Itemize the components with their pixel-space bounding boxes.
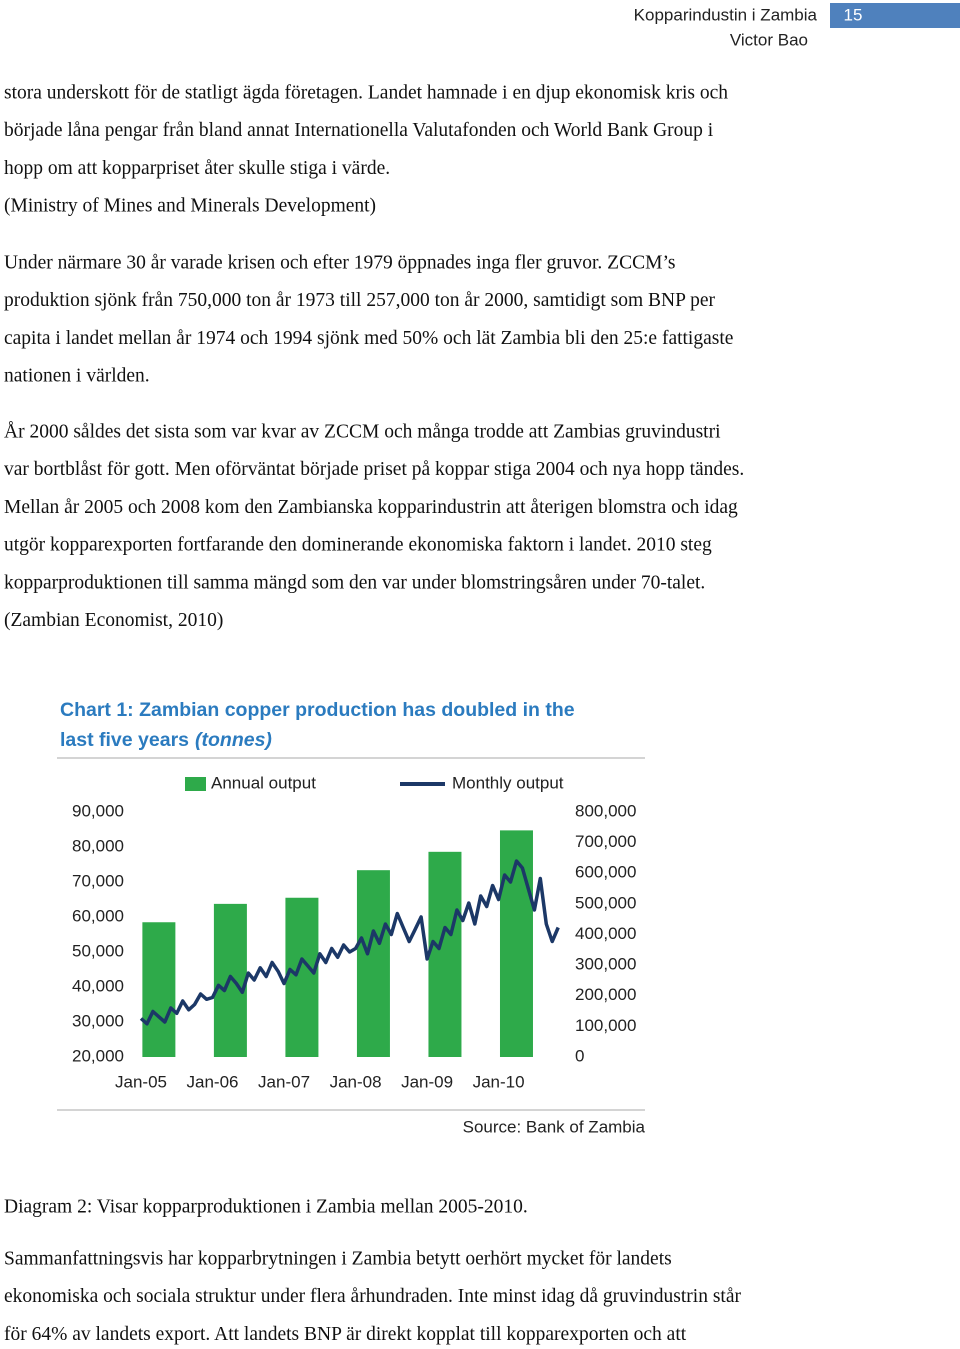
y-tick-label: 800,000 bbox=[575, 801, 636, 820]
page-number: 15 bbox=[844, 5, 863, 24]
y-tick-label: 30,000 bbox=[72, 1011, 124, 1030]
y-tick-label: 500,000 bbox=[575, 893, 636, 912]
page-number-box bbox=[830, 3, 960, 28]
y-tick-label: 200,000 bbox=[575, 985, 636, 1004]
y-tick-label: 700,000 bbox=[575, 832, 636, 851]
paragraph-line: Under närmare 30 år varade krisen och ef… bbox=[4, 252, 675, 273]
chart-title: Chart 1: Zambian copper production has d… bbox=[60, 699, 575, 721]
bar bbox=[428, 851, 462, 1057]
legend-swatch bbox=[185, 777, 206, 791]
y-tick-label: 80,000 bbox=[72, 836, 124, 855]
x-tick-label: Jan-06 bbox=[187, 1072, 239, 1091]
y-tick-label: 0 bbox=[575, 1046, 584, 1065]
y-tick-label: 50,000 bbox=[72, 941, 124, 960]
y-tick-label: 20,000 bbox=[72, 1046, 124, 1065]
paragraph-line: hopp om att kopparpriset åter skulle sti… bbox=[4, 158, 390, 179]
paragraph-line: ekonomiska och sociala struktur under fl… bbox=[4, 1286, 742, 1307]
paragraph-line: stora underskott för de statligt ägda fö… bbox=[4, 82, 728, 103]
legend-label: Monthly output bbox=[452, 773, 564, 792]
y-tick-label: 100,000 bbox=[575, 1016, 636, 1035]
x-tick-label: Jan-09 bbox=[401, 1072, 453, 1091]
y-tick-label: 40,000 bbox=[72, 976, 124, 995]
x-tick-label: Jan-05 bbox=[115, 1072, 167, 1091]
header-author: Victor Bao bbox=[730, 30, 808, 49]
paragraph-line: var bortblåst för gott. Men oförväntat b… bbox=[4, 459, 744, 480]
paragraph-line: capita i landet mellan år 1974 och 1994 … bbox=[4, 328, 733, 349]
y-tick-label: 70,000 bbox=[72, 871, 124, 890]
x-tick-label: Jan-10 bbox=[473, 1072, 525, 1091]
paragraph-line: Mellan år 2005 och 2008 kom den Zambians… bbox=[4, 497, 738, 518]
y-tick-label: 60,000 bbox=[72, 906, 124, 925]
chart-title-line: (tonnes) bbox=[195, 729, 272, 751]
line bbox=[139, 859, 560, 1026]
y-tick-label: 300,000 bbox=[575, 955, 636, 974]
bar bbox=[285, 897, 319, 1057]
legend-label: Annual output bbox=[211, 773, 316, 792]
x-tick-label: Jan-07 bbox=[258, 1072, 310, 1091]
bar bbox=[142, 922, 176, 1057]
figure-caption: Diagram 2: Visar kopparproduktionen i Za… bbox=[4, 1196, 528, 1217]
chart-unit: (tonnes) bbox=[195, 729, 272, 751]
y-tick-label: 90,000 bbox=[72, 801, 124, 820]
chart-title: last five years bbox=[60, 729, 189, 751]
paragraph-line: År 2000 såldes det sista som var kvar av… bbox=[4, 421, 721, 442]
bar bbox=[356, 870, 390, 1057]
paragraph-line: för 64% av landets export. Att landets B… bbox=[4, 1324, 687, 1345]
y-tick-label: 400,000 bbox=[575, 924, 636, 943]
header-title: Kopparindustin i Zambia bbox=[634, 5, 818, 24]
bar bbox=[499, 830, 533, 1057]
paragraph-line: (Zambian Economist, 2010) bbox=[4, 610, 223, 631]
paragraph-line: började låna pengar från bland annat Int… bbox=[4, 120, 714, 141]
paragraph-line: (Ministry of Mines and Minerals Developm… bbox=[4, 196, 376, 217]
y-tick-label: 600,000 bbox=[575, 863, 636, 882]
paragraph-line: Sammanfattningsvis har kopparbrytningen … bbox=[4, 1248, 672, 1269]
x-tick-label: Jan-08 bbox=[330, 1072, 382, 1091]
paragraph-line: kopparproduktionen till samma mängd som … bbox=[4, 572, 705, 593]
paragraph-line: produktion sjönk från 750,000 ton år 197… bbox=[4, 290, 715, 311]
paragraph-line: utgör kopparexporten fortfarande den dom… bbox=[4, 535, 712, 556]
paragraph-line: nationen i världen. bbox=[4, 366, 150, 387]
chart-source: Source: Bank of Zambia bbox=[463, 1117, 646, 1136]
